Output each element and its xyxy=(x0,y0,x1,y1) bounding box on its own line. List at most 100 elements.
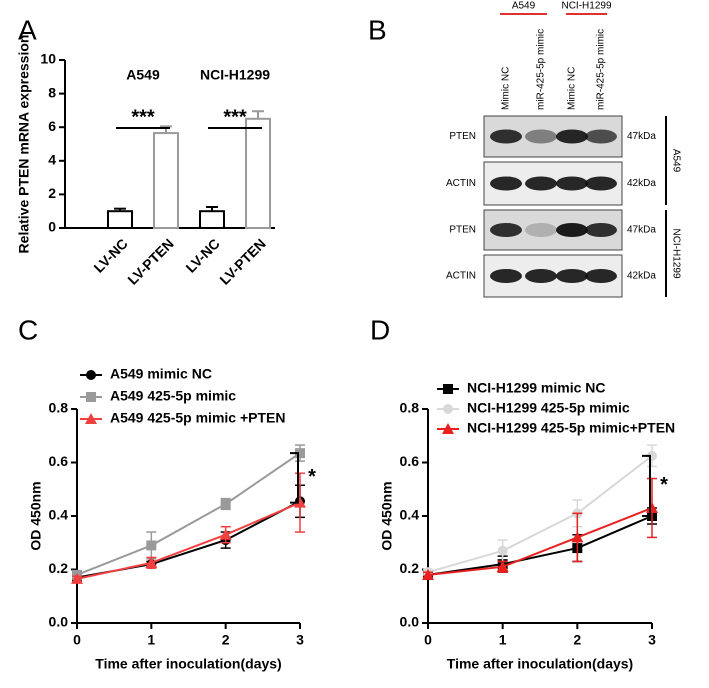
legend-marker xyxy=(86,392,96,402)
legend-label: A549 425-5p mimic xyxy=(110,388,236,404)
data-point xyxy=(146,540,157,551)
y-tick-label: 0.6 xyxy=(400,453,420,469)
band xyxy=(490,176,522,191)
x-tick-label: 3 xyxy=(648,632,656,648)
group-label: A549 xyxy=(126,67,160,83)
data-point xyxy=(71,572,83,584)
band xyxy=(525,223,557,237)
bar xyxy=(245,117,271,229)
significance: *** xyxy=(131,106,155,128)
side-label: NCI-H1299 xyxy=(670,228,681,278)
size-label: 42kDa xyxy=(627,271,656,282)
x-tick-label: 2 xyxy=(222,632,230,648)
panel-letter: D xyxy=(370,314,390,345)
size-label: 47kDa xyxy=(627,225,656,236)
size-label: 47kDa xyxy=(627,131,656,142)
band xyxy=(525,269,557,283)
legend-marker xyxy=(86,370,96,380)
y-tick-label: 6 xyxy=(48,118,56,134)
size-label: 42kDa xyxy=(627,178,656,189)
legend-label: A549 mimic NC xyxy=(110,366,212,382)
panel-letter: C xyxy=(18,314,38,345)
x-tick-label: 1 xyxy=(147,632,155,648)
significance-bracket xyxy=(642,454,651,517)
protein-label: ACTIN xyxy=(446,178,476,189)
protein-label: ACTIN xyxy=(446,271,476,282)
x-axis-label: Time after inoculation(days) xyxy=(95,656,281,672)
side-label: A549 xyxy=(670,149,681,173)
legend-label: NCI-H1299 mimic NC xyxy=(467,380,606,396)
y-tick-label: 4 xyxy=(48,152,56,168)
data-point xyxy=(145,556,158,568)
y-tick-label: 0.8 xyxy=(49,400,69,416)
bar xyxy=(153,132,179,229)
x-tick-label: 2 xyxy=(573,632,581,648)
band xyxy=(490,269,522,283)
y-tick-label: 2 xyxy=(48,185,56,201)
band xyxy=(525,176,557,191)
band xyxy=(556,129,588,144)
y-axis-label: Relative PTEN mRNA expression xyxy=(16,35,32,254)
x-axis-label: Time after inoculation(days) xyxy=(447,656,633,672)
data-point xyxy=(571,531,584,543)
significance: * xyxy=(308,466,316,488)
y-tick-label: 10 xyxy=(40,51,56,67)
x-tick-label: 3 xyxy=(296,632,304,648)
bar xyxy=(199,210,225,229)
band xyxy=(556,176,588,191)
x-tick-label: LV-NC xyxy=(90,235,130,275)
cell-line-label: NCI-H1299 xyxy=(561,1,611,12)
lane-label: Mimic NC xyxy=(567,67,578,110)
data-point xyxy=(294,496,306,508)
x-tick-label: LV-PTEN xyxy=(216,235,268,287)
panel-letter: B xyxy=(368,14,387,45)
cell-line-label: A549 xyxy=(512,1,536,12)
data-point xyxy=(497,545,508,556)
series-line xyxy=(76,452,301,576)
protein-label: PTEN xyxy=(449,225,476,236)
legend-marker xyxy=(443,384,453,394)
bar xyxy=(107,210,133,229)
series-line xyxy=(76,500,301,579)
y-tick-label: 8 xyxy=(48,84,56,100)
y-tick-label: 0.2 xyxy=(400,560,420,576)
lane-label: Mimic NC xyxy=(501,67,512,110)
band xyxy=(585,223,617,237)
y-tick-label: 0.4 xyxy=(49,507,69,523)
y-tick-label: 0.0 xyxy=(400,614,420,630)
protein-label: PTEN xyxy=(449,131,476,142)
band xyxy=(490,129,522,144)
x-tick-label: 0 xyxy=(424,632,432,648)
series-line xyxy=(427,507,653,576)
series-line xyxy=(427,455,653,574)
data-point xyxy=(220,498,231,509)
legend-marker xyxy=(85,413,97,424)
y-tick-label: 0 xyxy=(48,219,56,235)
data-point xyxy=(496,560,509,572)
y-tick-label: 0.0 xyxy=(49,614,69,630)
y-tick-label: 0.2 xyxy=(49,560,69,576)
panel-letter: A xyxy=(18,14,37,45)
lane-label: miR-425-5p mimic xyxy=(536,29,547,110)
x-tick-label: 1 xyxy=(499,632,507,648)
y-tick-label: 0.6 xyxy=(49,453,69,469)
significance: *** xyxy=(223,106,247,128)
y-tick-label: 0.4 xyxy=(400,507,420,523)
band xyxy=(585,269,617,283)
band xyxy=(556,269,588,283)
legend-label: NCI-H1299 425-5p mimic xyxy=(467,400,630,416)
band xyxy=(525,129,557,144)
legend-label: A549 425-5p mimic +PTEN xyxy=(110,410,285,426)
x-tick-label: 0 xyxy=(73,632,81,648)
legend-marker xyxy=(443,404,453,414)
data-point xyxy=(219,528,232,540)
group-label: NCI-H1299 xyxy=(200,67,270,83)
series-line xyxy=(76,501,301,580)
band xyxy=(585,129,617,144)
data-point xyxy=(422,568,434,580)
band xyxy=(585,176,617,191)
y-axis-label: OD 450nm xyxy=(379,481,395,550)
series-line xyxy=(427,515,653,576)
x-tick-label: LV-NC xyxy=(182,235,222,275)
